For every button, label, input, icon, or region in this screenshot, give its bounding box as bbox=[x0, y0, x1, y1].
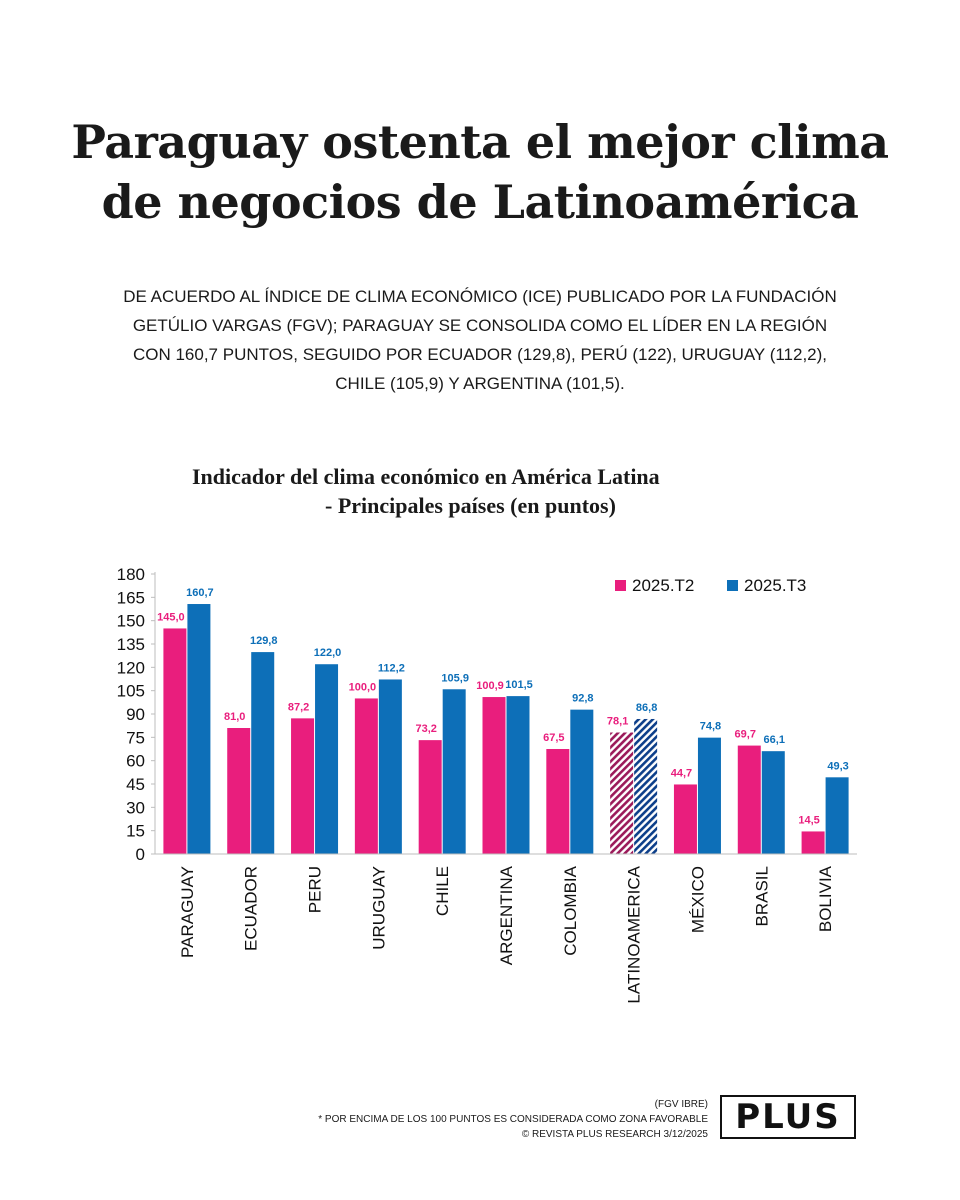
bar-2025-t3 bbox=[825, 777, 849, 854]
x-tick-label: CHILE bbox=[433, 866, 452, 916]
chart-title-line-1: Indicador del clima económico en América… bbox=[192, 464, 660, 489]
chart-title-line-2: - Principales países (en puntos) bbox=[325, 493, 616, 518]
legend-label: 2025.T2 bbox=[632, 576, 694, 595]
footer-credit: © REVISTA PLUS RESEARCH 3/12/2025 bbox=[521, 1129, 708, 1140]
chart-title: Indicador del clima económico en América… bbox=[180, 462, 800, 520]
bar-2025-t3 bbox=[315, 664, 339, 854]
bar-2025-t2 bbox=[227, 728, 251, 854]
y-tick-label: 15 bbox=[126, 822, 145, 841]
bar-chart: 0 15 30 45 60 75 90 105 120 135 150 165 180 145,0160… bbox=[117, 565, 857, 1004]
y-tick-label: 75 bbox=[126, 728, 145, 747]
data-label: 67,5 bbox=[543, 732, 564, 744]
x-tick-label: PERU bbox=[306, 866, 325, 913]
legend-swatch bbox=[615, 580, 626, 591]
data-label: 74,8 bbox=[700, 721, 721, 733]
plus-logo: PLUS bbox=[720, 1095, 856, 1139]
bar-2025-t3 bbox=[378, 679, 402, 854]
data-label: 49,3 bbox=[827, 760, 848, 772]
legend: 2025.T2 2025.T3 bbox=[615, 576, 806, 595]
footer: (FGV IBRE) * POR ENCIMA DE LOS 100 PUNTO… bbox=[318, 1097, 708, 1142]
legend-label: 2025.T3 bbox=[744, 576, 806, 595]
data-label: 92,8 bbox=[572, 693, 593, 705]
data-label: 160,7 bbox=[186, 587, 214, 599]
bar-2025-t2 bbox=[418, 740, 442, 854]
data-label: 122,0 bbox=[314, 647, 342, 659]
y-tick-label: 120 bbox=[117, 658, 145, 677]
data-label: 112,2 bbox=[378, 662, 405, 674]
bars bbox=[163, 604, 849, 854]
footer-note: * POR ENCIMA DE LOS 100 PUNTOS ES CONSID… bbox=[318, 1114, 708, 1125]
bar-2025-t3 bbox=[442, 689, 466, 854]
footer-source: (FGV IBRE) bbox=[654, 1099, 708, 1110]
data-label: 78,1 bbox=[607, 716, 628, 728]
y-tick-label: 90 bbox=[126, 705, 145, 724]
data-label: 73,2 bbox=[415, 723, 436, 735]
x-axis: PARAGUAY ECUADOR PERU URUGUAY CHILE ARGENTINA… bbox=[155, 853, 857, 1004]
headline-line-1: Paraguay ostenta el mejor clima bbox=[71, 115, 889, 169]
bar-2025-t3 bbox=[761, 751, 785, 854]
x-tick-label: BOLIVIA bbox=[816, 865, 835, 932]
x-tick-label: COLOMBIA bbox=[561, 865, 580, 955]
bar-2025-t3 bbox=[251, 652, 275, 854]
bar-2025-t3 bbox=[506, 696, 530, 854]
bar-2025-t2 bbox=[737, 745, 761, 854]
y-tick-label: 180 bbox=[117, 565, 145, 584]
bar-2025-t2 bbox=[291, 718, 315, 854]
bar-2025-t2 bbox=[482, 697, 506, 854]
bar-2025-t2 bbox=[801, 831, 825, 854]
y-tick-label: 0 bbox=[136, 845, 145, 864]
y-tick-label: 45 bbox=[126, 775, 145, 794]
bar-2025-t2 bbox=[546, 749, 570, 854]
x-tick-label: MÉXICO bbox=[688, 866, 707, 933]
data-label: 66,1 bbox=[764, 734, 785, 746]
y-tick-label: 150 bbox=[117, 612, 145, 631]
y-tick-label: 30 bbox=[126, 798, 145, 817]
data-label: 105,9 bbox=[441, 672, 469, 684]
data-label: 81,0 bbox=[224, 711, 245, 723]
intro-paragraph: DE ACUERDO AL ÍNDICE DE CLIMA ECONÓMICO … bbox=[123, 287, 837, 393]
data-label: 145,0 bbox=[157, 611, 185, 623]
bar-2025-t2 bbox=[354, 698, 378, 854]
bar-2025-t2 bbox=[673, 784, 697, 854]
headline: Paraguay ostenta el mejor clima de negoc… bbox=[0, 112, 960, 232]
bar-2025-t3 bbox=[697, 737, 721, 854]
data-label: 101,5 bbox=[505, 679, 533, 691]
x-tick-label: URUGUAY bbox=[369, 866, 388, 950]
bar-2025-t2 bbox=[610, 732, 634, 854]
x-tick-label: ARGENTINA bbox=[497, 865, 516, 965]
y-tick-label: 165 bbox=[117, 588, 145, 607]
x-tick-label: BRASIL bbox=[752, 866, 771, 926]
data-label: 100,9 bbox=[476, 680, 504, 692]
legend-swatch bbox=[727, 580, 738, 591]
x-tick-label: PARAGUAY bbox=[178, 866, 197, 958]
bar-2025-t2 bbox=[163, 628, 187, 854]
y-tick-label: 60 bbox=[126, 752, 145, 771]
y-tick-label: 105 bbox=[117, 682, 145, 701]
data-label: 44,7 bbox=[671, 767, 692, 779]
y-axis: 0 15 30 45 60 75 90 105 120 135 150 165 180 bbox=[117, 565, 156, 864]
bar-2025-t3 bbox=[634, 718, 658, 854]
bar-2025-t3 bbox=[570, 709, 594, 854]
data-label: 86,8 bbox=[636, 702, 657, 714]
data-label: 129,8 bbox=[250, 635, 278, 647]
x-tick-label: ECUADOR bbox=[242, 866, 261, 951]
data-label: 14,5 bbox=[798, 814, 819, 826]
y-tick-label: 135 bbox=[117, 635, 145, 654]
bar-2025-t3 bbox=[187, 604, 211, 854]
headline-line-2: de negocios de Latinoamérica bbox=[101, 175, 859, 229]
data-label: 100,0 bbox=[349, 681, 377, 693]
data-label: 69,7 bbox=[735, 729, 756, 741]
x-tick-label: LATINOAMERICA bbox=[625, 865, 644, 1003]
data-label: 87,2 bbox=[288, 701, 309, 713]
